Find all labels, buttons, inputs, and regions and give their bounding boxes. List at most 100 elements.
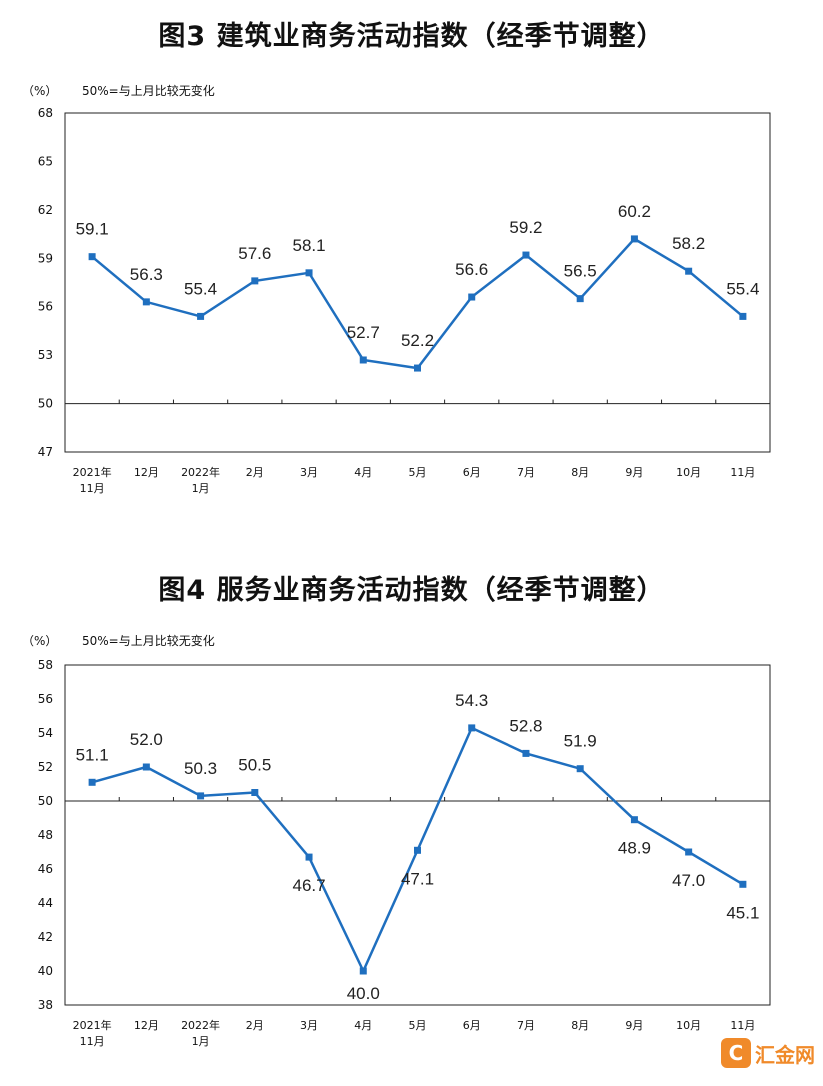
chart2-xtick-label: 8月: [571, 1019, 589, 1032]
chart2-ytick-label: 40: [38, 964, 53, 978]
chart2-xtick-label: 1月: [192, 1035, 210, 1048]
chart2-xtick-label: 7月: [517, 1019, 535, 1032]
chart2-data-label: 51.9: [564, 732, 597, 751]
chart1-plot-frame: [64, 112, 771, 453]
chart1-xtick-label: 7月: [517, 466, 535, 479]
watermark-icon: C: [721, 1038, 751, 1068]
chart2-point: [305, 853, 313, 861]
chart2-data-label: 47.0: [672, 871, 705, 890]
chart2-xtick-label: 11月: [730, 1019, 755, 1032]
chart1-note: 50%=与上月比较无变化: [82, 83, 215, 98]
chart1-ytick-label: 53: [38, 348, 53, 362]
chart2-ytick-label: 54: [38, 726, 53, 740]
chart2-data-label: 50.3: [184, 759, 217, 778]
chart2-ytick-label: 58: [38, 658, 53, 672]
chart1-point: [251, 277, 259, 285]
chart1-ytick-label: 68: [38, 106, 53, 120]
chart1-ytick-label: 59: [38, 251, 53, 265]
chart2-data-label: 40.0: [347, 984, 380, 1003]
chart2-ytick-label: 44: [38, 896, 53, 910]
chart1-point: [739, 312, 747, 320]
chart2-point: [576, 765, 584, 773]
chart1-point: [414, 364, 421, 372]
chart1-data-label: 55.4: [726, 279, 759, 298]
chart2-xtick-label: 2月: [246, 1019, 264, 1032]
chart2-xtick-label: 2021年: [73, 1018, 112, 1032]
chart1-xtick-label: 4月: [354, 466, 372, 479]
chart1-xtick-label: 8月: [571, 466, 589, 479]
chart2-xtick-label: 2022年: [181, 1018, 220, 1032]
chart1-xtick-label: 2022年: [181, 465, 220, 479]
chart1-data-label: 59.1: [76, 220, 109, 239]
chart1-data-label: 57.6: [238, 244, 271, 263]
chart2-point: [359, 967, 367, 975]
chart1-point: [197, 312, 205, 320]
chart2-point: [197, 792, 205, 800]
chart1-xtick-label: 11月: [730, 466, 755, 479]
chart1-ytick-label: 50: [38, 397, 53, 411]
chart1-point: [468, 293, 476, 301]
chart2-point: [630, 816, 638, 824]
chart2-xtick-label: 3月: [300, 1019, 318, 1032]
chart1-point: [359, 356, 367, 364]
chart2-plot-frame: [64, 664, 771, 1006]
chart2-point: [142, 763, 150, 771]
chart2-ytick-label: 52: [38, 760, 53, 774]
chart1-data-label: 55.4: [184, 279, 217, 298]
chart2-point: [685, 848, 693, 856]
chart2-point: [251, 789, 259, 796]
chart1-data-label: 56.5: [564, 262, 597, 281]
chart2-data-label: 48.9: [618, 839, 651, 858]
chart2-ytick-label: 50: [38, 794, 53, 808]
chart2-point: [414, 846, 421, 854]
chart1-ytick-label: 62: [38, 203, 53, 217]
chart2-xtick-label: 5月: [409, 1019, 427, 1032]
chart1-ytick-label: 47: [38, 445, 53, 459]
chart1-data-label: 59.2: [509, 218, 542, 237]
chart1-unit-label: （%）: [22, 84, 57, 98]
chart1-data-label: 56.6: [455, 260, 488, 279]
chart1-xtick-label: 2月: [246, 466, 264, 479]
chart1-title: 图3 建筑业商务活动指数（经季节调整）: [158, 21, 665, 52]
chart1-xtick-label: 12月: [134, 466, 159, 479]
chart2-data-label: 47.1: [401, 869, 434, 888]
chart2-data-label: 51.1: [76, 745, 109, 764]
chart1-xtick-label: 11月: [80, 482, 105, 495]
chart1-xtick-label: 2021年: [73, 465, 112, 479]
chart2-data-label: 45.1: [726, 903, 759, 922]
chart1-xtick-label: 10月: [676, 466, 701, 479]
chart2-xtick-label: 12月: [134, 1019, 159, 1032]
chart2-point: [522, 749, 530, 757]
chart1-xtick-label: 1月: [192, 482, 210, 495]
chart2-xtick-label: 9月: [625, 1019, 643, 1032]
chart2-ytick-label: 42: [38, 930, 53, 944]
chart1-ytick-label: 56: [38, 300, 53, 314]
watermark-logo: C 汇金网: [721, 1038, 815, 1068]
chart2-data-label: 54.3: [455, 691, 488, 710]
chart1-point: [142, 298, 150, 306]
chart2-data-label: 50.5: [238, 756, 271, 775]
chart1-ytick-label: 65: [38, 154, 53, 168]
chart1-point: [88, 253, 96, 261]
chart1-point: [685, 267, 693, 275]
chart1-xtick-label: 3月: [300, 466, 318, 479]
chart2-xtick-label: 10月: [676, 1019, 701, 1032]
chart2-point: [468, 724, 476, 732]
chart2-point: [88, 778, 96, 786]
chart2-ytick-label: 38: [38, 998, 53, 1012]
chart1-data-label: 60.2: [618, 202, 651, 221]
chart2-data-label: 46.7: [292, 876, 325, 895]
chart1-data-label: 58.2: [672, 234, 705, 253]
chart1-point: [305, 269, 313, 277]
chart1-point: [576, 295, 584, 303]
chart1-data-label: 52.2: [401, 331, 434, 350]
chart2-data-label: 52.0: [130, 730, 163, 749]
chart1-point: [630, 235, 638, 243]
chart1-point: [522, 251, 530, 259]
chart1-xtick-label: 5月: [409, 466, 427, 479]
chart2-note: 50%=与上月比较无变化: [82, 633, 215, 648]
chart1-data-label: 52.7: [347, 323, 380, 342]
chart1-data-label: 56.3: [130, 265, 163, 284]
chart2-ytick-label: 56: [38, 692, 53, 706]
